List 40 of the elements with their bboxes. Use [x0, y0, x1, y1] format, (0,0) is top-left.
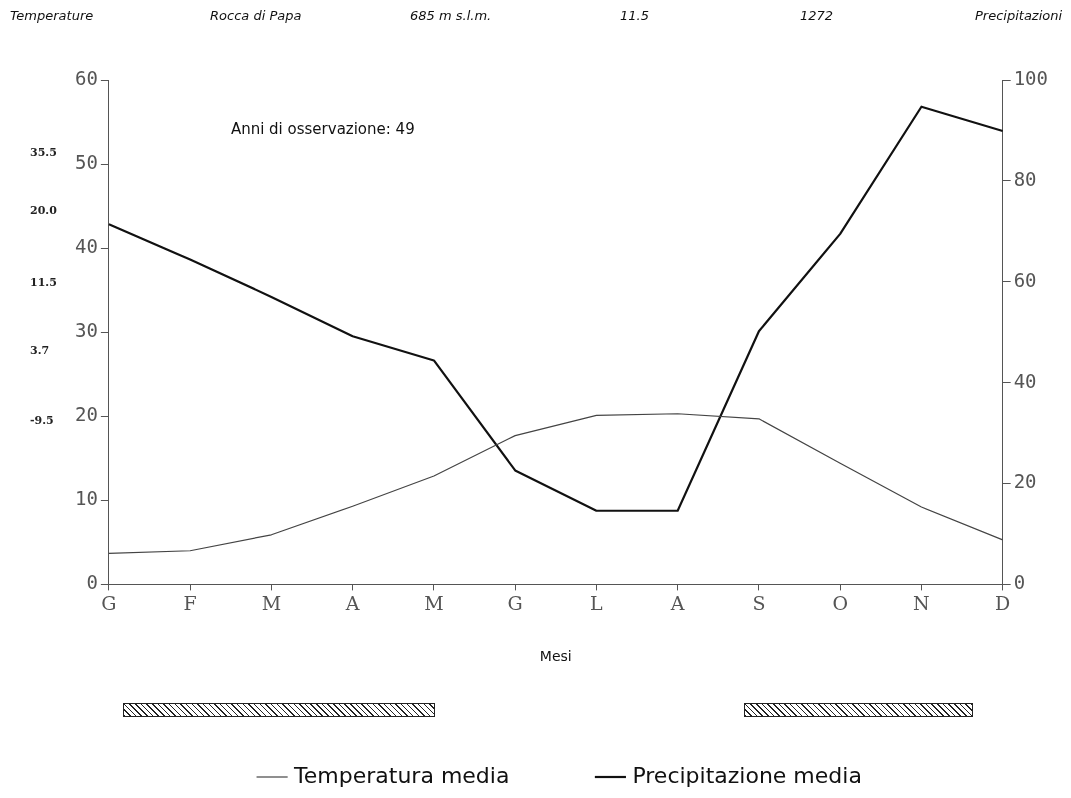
y-tick-label: 60 [74, 66, 98, 89]
y2-tick-label: 60 [1013, 268, 1037, 291]
x-tick-label: L [590, 591, 604, 614]
y-tick-label: 0 [86, 571, 98, 594]
y2-tick-label: 20 [1013, 470, 1037, 493]
text: 20.0 [30, 203, 57, 217]
y-tick-label: 20 [74, 403, 98, 426]
chart-title: Rocca di Papa [210, 8, 302, 23]
x-tick-label: N [913, 591, 930, 614]
y2-tick-label: 40 [1013, 369, 1037, 392]
x-tick-label: G [507, 591, 523, 614]
text: 11.5 [30, 275, 57, 289]
y2-tick-label: 0 [1013, 571, 1026, 594]
text: 3.7 [30, 343, 50, 357]
legend-label: Temperatura media [293, 762, 510, 788]
text: 35.5 [30, 145, 57, 159]
x-tick-label: O [832, 591, 848, 614]
x-tick-label: F [183, 591, 197, 614]
x-tick-label: M [261, 591, 282, 614]
text: 1272 [800, 8, 834, 23]
annotation: Anni di osservazione: 49 [230, 119, 415, 138]
y-tick-label: 40 [74, 235, 98, 258]
x-tick-label: S [752, 591, 766, 614]
x-tick-label: M [424, 591, 444, 614]
x-tick-label: A [344, 591, 360, 614]
x-tick-label: G [101, 591, 117, 614]
y2-tick-label: 100 [1013, 66, 1049, 89]
legend-label: Precipitazione media [632, 762, 862, 788]
y-axis-title: Temperature [10, 8, 94, 23]
x-tick-label: D [995, 591, 1011, 614]
x-axis-title: Mesi [539, 648, 572, 665]
text: 685 m s.l.m. [410, 8, 492, 23]
text: -9.5 [30, 413, 54, 427]
y2-axis-title: Precipitazioni [975, 8, 1063, 23]
y-tick-label: 50 [74, 151, 98, 173]
y-tick-label: 10 [74, 487, 98, 510]
y2-tick-label: 80 [1013, 167, 1037, 190]
x-tick-label: A [669, 591, 685, 614]
y-tick-label: 30 [74, 319, 98, 342]
text: 11.5 [620, 8, 649, 23]
